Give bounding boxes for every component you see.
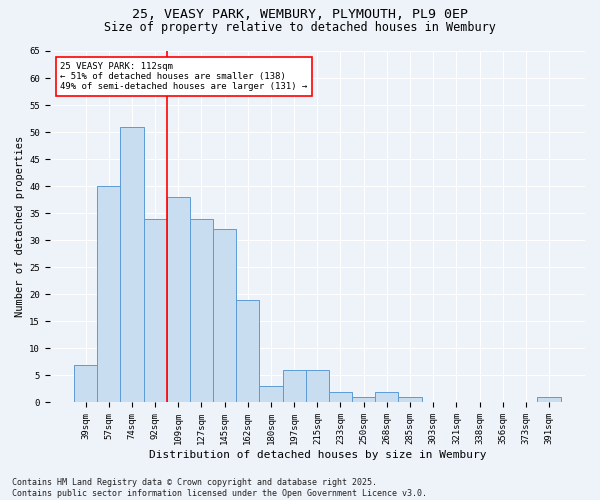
Bar: [352, 397, 375, 402]
Bar: [74, 364, 97, 403]
Bar: [97, 186, 121, 402]
Bar: [236, 300, 259, 403]
Bar: [121, 126, 143, 402]
Bar: [167, 197, 190, 402]
Bar: [398, 397, 422, 402]
Bar: [283, 370, 306, 402]
X-axis label: Distribution of detached houses by size in Wembury: Distribution of detached houses by size …: [149, 450, 486, 460]
Bar: [538, 397, 560, 402]
Bar: [329, 392, 352, 402]
Bar: [375, 392, 398, 402]
Text: 25, VEASY PARK, WEMBURY, PLYMOUTH, PL9 0EP: 25, VEASY PARK, WEMBURY, PLYMOUTH, PL9 0…: [132, 8, 468, 20]
Text: 25 VEASY PARK: 112sqm
← 51% of detached houses are smaller (138)
49% of semi-det: 25 VEASY PARK: 112sqm ← 51% of detached …: [61, 62, 308, 92]
Text: Size of property relative to detached houses in Wembury: Size of property relative to detached ho…: [104, 21, 496, 34]
Bar: [190, 218, 213, 402]
Bar: [143, 218, 167, 402]
Text: Contains HM Land Registry data © Crown copyright and database right 2025.
Contai: Contains HM Land Registry data © Crown c…: [12, 478, 427, 498]
Bar: [213, 230, 236, 402]
Bar: [306, 370, 329, 402]
Bar: [259, 386, 283, 402]
Y-axis label: Number of detached properties: Number of detached properties: [15, 136, 25, 318]
